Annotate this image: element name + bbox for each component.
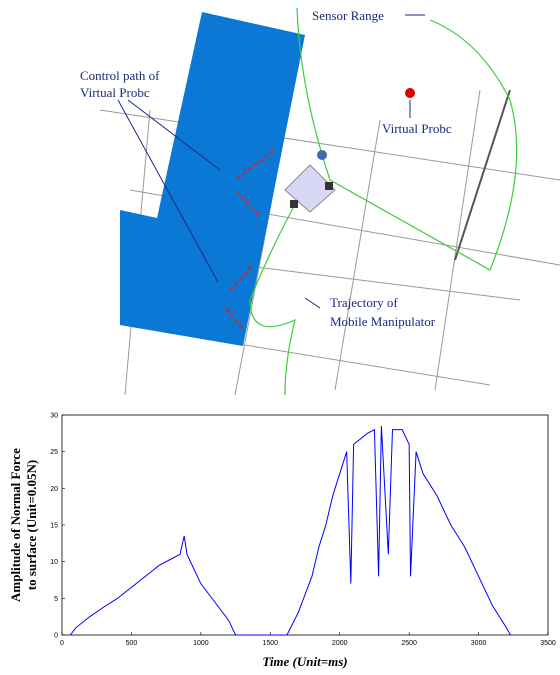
robot [285, 150, 335, 212]
x-tick-label: 1500 [262, 640, 278, 647]
y-tick-label: 20 [50, 486, 58, 493]
y-tick-label: 25 [50, 449, 58, 456]
illustration: Sensor Range Control path of Virtual Pro… [80, 8, 560, 395]
y-tick-label: 5 [54, 596, 58, 603]
control-label: Control path of [80, 68, 160, 83]
y-tick-label: 15 [50, 523, 58, 530]
probe-dot [405, 88, 415, 98]
y-axis-label: Amplitude of Normal Force [8, 448, 23, 602]
sensor-label: Sensor Range [312, 8, 384, 23]
x-tick-label: 500 [126, 640, 138, 647]
x-tick-label: 2500 [401, 640, 417, 647]
y-tick-label: 30 [50, 413, 58, 420]
trajectory-label: Mobile Manipulator [330, 314, 436, 329]
figure: Sensor Range Control path of Virtual Pro… [0, 0, 560, 675]
x-tick-label: 1000 [193, 640, 209, 647]
x-axis-label: Time (Unit=ms) [262, 654, 347, 669]
force-line [70, 426, 510, 635]
control-label: Virtual Probc [80, 85, 150, 100]
x-tick-label: 3500 [540, 640, 556, 647]
plot-frame [62, 415, 548, 635]
x-tick-label: 2000 [332, 640, 348, 647]
chart: Time (Unit=ms) Amplitude of Normal Force… [8, 413, 556, 670]
trajectory-label: Trajectory of [330, 295, 398, 310]
y-tick-label: 10 [50, 559, 58, 566]
y-axis-label: to surface (Unit=0.05N) [24, 460, 39, 591]
surface [120, 12, 305, 346]
x-tick-label: 3000 [471, 640, 487, 647]
x-tick-label: 0 [60, 640, 64, 647]
probe-label: Virtual Probc [382, 121, 452, 136]
y-tick-label: 0 [54, 633, 58, 640]
